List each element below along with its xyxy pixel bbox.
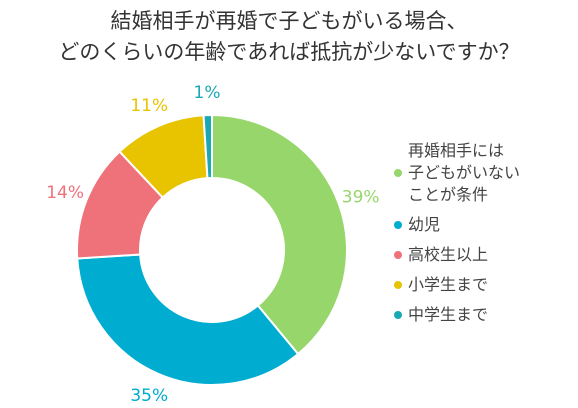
legend-marker [394,169,402,177]
chart-legend: 再婚相手には 子どもがいない ことが条件幼児高校生以上小学生まで中学生まで [394,140,574,334]
legend-label: 小学生まで [408,275,489,294]
legend-item: 幼児 [394,214,574,236]
donut-slice [76,253,300,386]
legend-label: 再婚相手には 子どもがいない ことが条件 [408,141,521,204]
legend-label: 中学生まで [408,305,489,324]
legend-marker [394,311,402,319]
chart-title: 結婚相手が再婚で子どもがいる場合、 どのくらいの年齢であれば抵抗が少ないですか？ [0,6,578,68]
slice-value-label: 11% [130,96,168,116]
legend-item: 中学生まで [394,304,574,326]
donut-slice [211,113,348,356]
slice-value-label: 35% [130,386,168,406]
legend-marker [394,251,402,259]
slice-value-label: 14% [46,183,84,203]
donut-slice [202,113,213,180]
legend-marker [394,281,402,289]
legend-item: 再婚相手には 子どもがいない ことが条件 [394,140,574,206]
legend-label: 高校生以上 [408,245,489,264]
slice-value-label: 1% [194,83,221,103]
chart-title-line-2: どのくらいの年齢であれば抵抗が少ないですか？ [58,40,520,64]
slice-value-label: 39% [342,187,380,207]
legend-marker [394,221,402,229]
chart-title-line-1: 結婚相手が再婚で子どもがいる場合、 [110,9,468,33]
legend-item: 小学生まで [394,274,574,296]
legend-label: 幼児 [408,215,441,234]
legend-item: 高校生以上 [394,244,574,266]
